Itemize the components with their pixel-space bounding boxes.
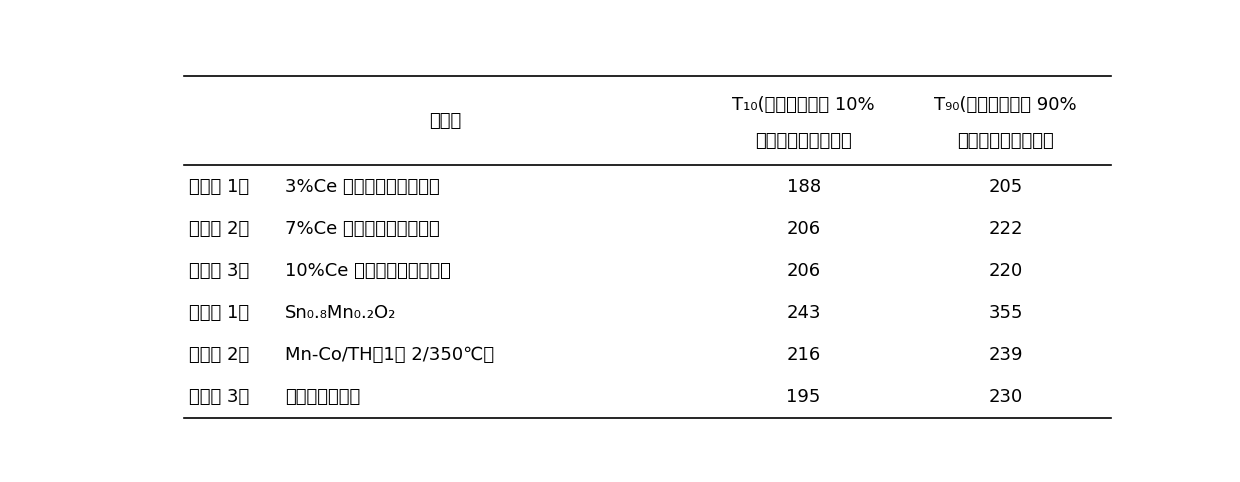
Text: 对比例 2：: 对比例 2： (188, 346, 249, 364)
Text: Mn-Co/TH（1： 2/350℃）: Mn-Co/TH（1： 2/350℃） (285, 346, 494, 364)
Text: Sn₀.₈Mn₀.₂O₂: Sn₀.₈Mn₀.₂O₂ (285, 304, 396, 321)
Text: 3%Ce 改性锰氧化物分子筛: 3%Ce 改性锰氧化物分子筛 (285, 177, 439, 196)
Text: 10%Ce 改性锰氧化物分子筛: 10%Ce 改性锰氧化物分子筛 (285, 262, 450, 280)
Text: T₁₀(甲苯去除率为 10%: T₁₀(甲苯去除率为 10% (733, 96, 875, 114)
Text: 锰氧化物分子筛: 锰氧化物分子筛 (285, 388, 360, 406)
Text: 195: 195 (786, 388, 821, 406)
Text: 206: 206 (786, 262, 821, 280)
Text: 实施例 1：: 实施例 1： (188, 177, 249, 196)
Text: 222: 222 (988, 220, 1023, 238)
Text: 却化剂: 却化剂 (429, 112, 461, 130)
Text: 243: 243 (786, 304, 821, 321)
Text: 对比例 1：: 对比例 1： (188, 304, 249, 321)
Text: 188: 188 (786, 177, 821, 196)
Text: 时对应的反应温度）: 时对应的反应温度） (957, 132, 1054, 149)
Text: 205: 205 (988, 177, 1023, 196)
Text: 230: 230 (988, 388, 1023, 406)
Text: 7%Ce 改性锰氧化物分子筛: 7%Ce 改性锰氧化物分子筛 (285, 220, 439, 238)
Text: 时对应的反应温度）: 时对应的反应温度） (755, 132, 852, 149)
Text: 实施例 2：: 实施例 2： (188, 220, 249, 238)
Text: 355: 355 (988, 304, 1023, 321)
Text: 对比例 3：: 对比例 3： (188, 388, 249, 406)
Text: 216: 216 (786, 346, 821, 364)
Text: 206: 206 (786, 220, 821, 238)
Text: 239: 239 (988, 346, 1023, 364)
Text: T₉₀(甲苯去除率为 90%: T₉₀(甲苯去除率为 90% (934, 96, 1076, 114)
Text: 220: 220 (988, 262, 1023, 280)
Text: 实施例 3：: 实施例 3： (188, 262, 249, 280)
